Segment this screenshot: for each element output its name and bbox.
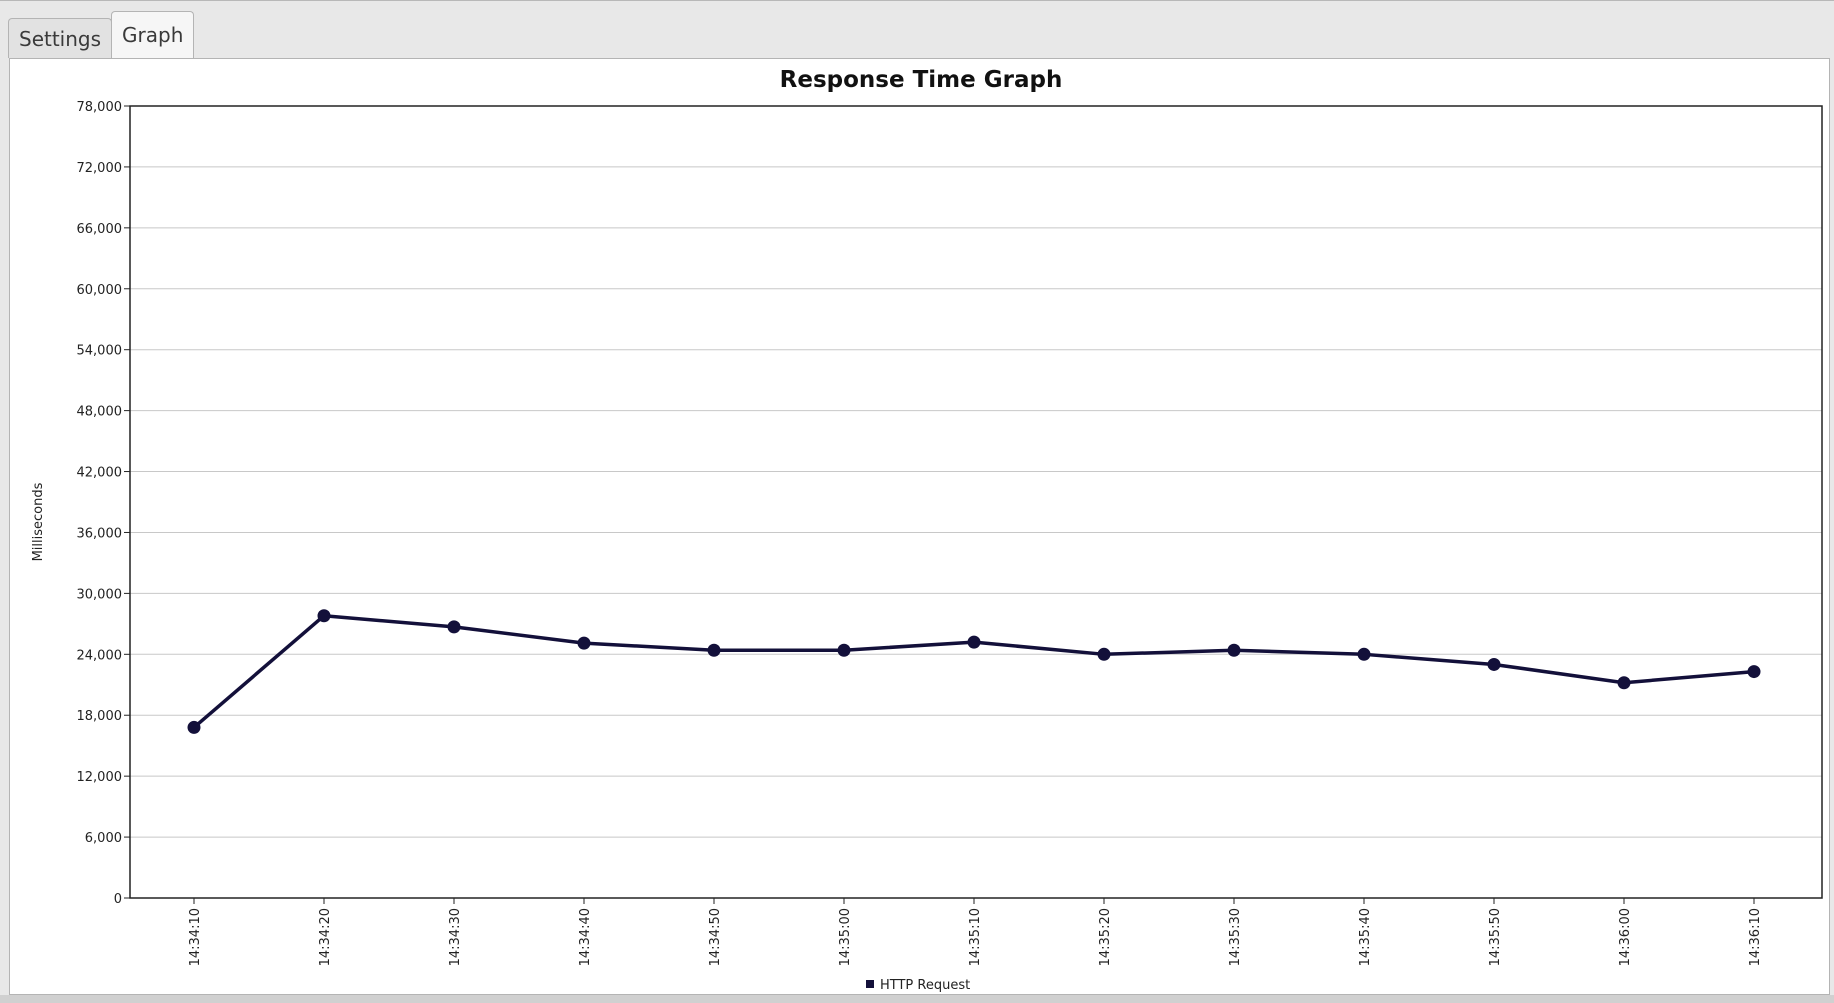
data-point bbox=[447, 620, 461, 634]
data-point bbox=[1097, 647, 1111, 661]
y-tick-label: 36,000 bbox=[77, 526, 123, 541]
data-point bbox=[1227, 643, 1241, 657]
data-point bbox=[317, 609, 331, 623]
y-tick-label: 18,000 bbox=[77, 709, 123, 724]
tab-settings[interactable]: Settings bbox=[8, 18, 113, 58]
y-tick-label: 60,000 bbox=[77, 283, 123, 298]
y-tick-label: 72,000 bbox=[77, 161, 123, 176]
x-tick-label: 14:34:20 bbox=[318, 908, 333, 966]
x-tick-label: 14:34:40 bbox=[578, 908, 593, 966]
x-tick-label: 14:35:10 bbox=[968, 908, 983, 966]
y-tick-label: 24,000 bbox=[77, 648, 123, 663]
y-axis-title: Milliseconds bbox=[31, 482, 46, 561]
series-line bbox=[192, 613, 1755, 729]
legend-swatch-http-request bbox=[866, 980, 874, 988]
data-point bbox=[707, 643, 721, 657]
legend-label-http-request: HTTP Request bbox=[880, 978, 970, 993]
x-tick-label: 14:34:30 bbox=[448, 908, 463, 966]
bottom-edge bbox=[0, 995, 1834, 1003]
tab-bar: Settings Graph bbox=[8, 11, 195, 58]
y-tick-label: 6,000 bbox=[85, 831, 122, 846]
data-point bbox=[1357, 647, 1371, 661]
y-tick-label: 30,000 bbox=[77, 587, 123, 602]
legend: HTTP Request bbox=[866, 978, 970, 993]
y-tick-label: 78,000 bbox=[77, 100, 123, 115]
data-point bbox=[837, 643, 851, 657]
gridlines bbox=[130, 105, 1822, 899]
x-tick-label: 14:36:10 bbox=[1748, 908, 1763, 966]
y-axis-ticks: 0 6,000 12,000 18,000 24,000 30,000 36,000 42,0… bbox=[77, 100, 130, 907]
series-layer bbox=[187, 609, 1761, 734]
y-tick-label: 0 bbox=[114, 892, 122, 907]
x-tick-label: 14:35:40 bbox=[1358, 908, 1373, 966]
x-tick-label: 14:35:30 bbox=[1228, 908, 1243, 966]
y-tick-label: 54,000 bbox=[77, 344, 123, 359]
x-tick-label: 14:35:20 bbox=[1098, 908, 1113, 966]
chart-title: Response Time Graph bbox=[780, 67, 1063, 93]
x-tick-label: 14:35:00 bbox=[838, 908, 853, 966]
y-tick-label: 66,000 bbox=[77, 222, 123, 237]
x-axis-ticks: 14:34:10 14:34:20 14:34:30 14:34:40 14:34:50… bbox=[188, 898, 1763, 966]
graph-panel bbox=[9, 58, 1830, 995]
data-point bbox=[967, 635, 981, 649]
data-point bbox=[187, 720, 201, 734]
x-tick-label: 14:36:00 bbox=[1618, 908, 1633, 966]
data-point bbox=[1487, 657, 1501, 671]
plot-area-border bbox=[129, 105, 1823, 899]
x-tick-label: 14:34:10 bbox=[188, 908, 203, 966]
x-tick-label: 14:34:50 bbox=[708, 908, 723, 966]
y-tick-label: 12,000 bbox=[77, 770, 123, 785]
y-tick-label: 42,000 bbox=[77, 466, 123, 481]
tab-graph[interactable]: Graph bbox=[111, 11, 195, 58]
data-point bbox=[1617, 676, 1631, 690]
y-tick-label: 48,000 bbox=[77, 405, 123, 420]
data-point bbox=[1747, 665, 1761, 679]
data-point bbox=[577, 636, 591, 650]
x-tick-label: 14:35:50 bbox=[1488, 908, 1503, 966]
